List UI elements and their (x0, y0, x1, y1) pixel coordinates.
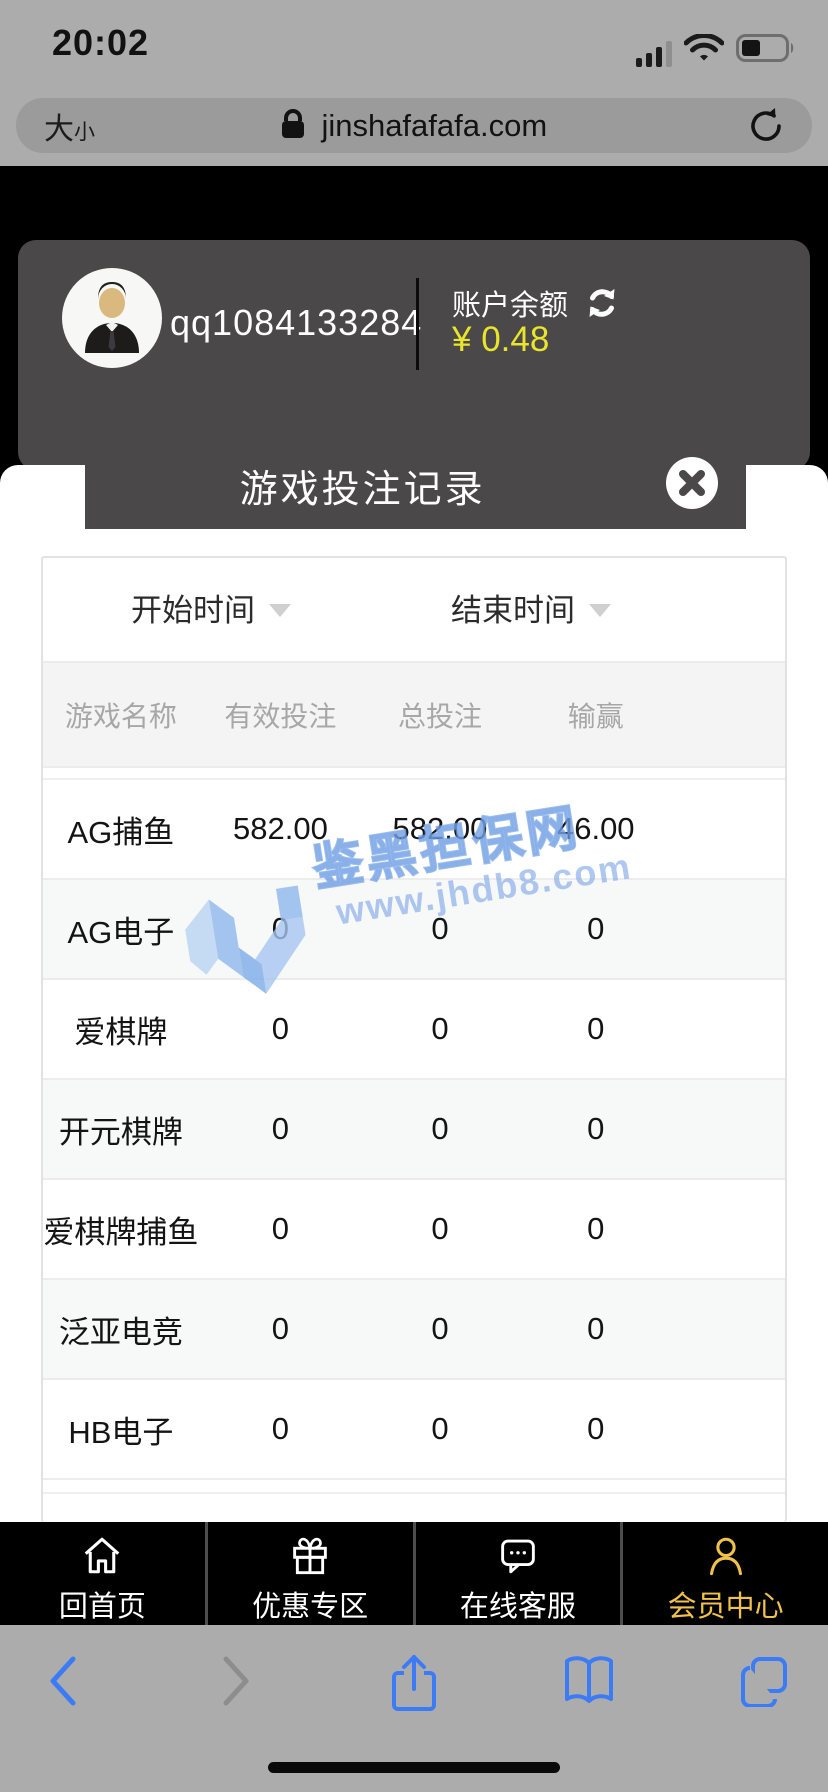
safari-toolbar (0, 1625, 828, 1792)
cell-game-name: 开元棋牌 (58, 1114, 183, 1150)
divider (416, 278, 419, 370)
end-time-filter[interactable]: 结束时间 (451, 558, 611, 663)
home-icon (85, 1537, 120, 1574)
balance-label-row: 账户余额 (452, 282, 620, 324)
chat-icon (501, 1539, 535, 1574)
chevron-down-icon (269, 604, 291, 617)
wifi-icon (683, 33, 725, 67)
cell-game-name: HB电子 (68, 1414, 174, 1450)
cell-winloss: 0 (587, 1311, 605, 1346)
share-button[interactable] (389, 1653, 439, 1720)
table-row[interactable]: AG电子 0 0 0 (43, 880, 785, 980)
cell-winloss: 0 (587, 911, 605, 946)
cell-winloss: 0 (587, 1411, 605, 1446)
address-field[interactable]: jinshafafafa.com (16, 108, 812, 144)
gift-icon (293, 1537, 327, 1575)
cell-game-name: AG电子 (67, 914, 175, 950)
tabs-button[interactable] (737, 1653, 791, 1712)
lock-icon (281, 108, 304, 138)
balance-label: 账户余额 (452, 290, 569, 322)
nav-item-home[interactable]: 回首页 (0, 1522, 208, 1625)
bookmarks-button[interactable] (561, 1653, 617, 1712)
nav-item-support[interactable]: 在线客服 (416, 1522, 624, 1625)
table-spacer (43, 1480, 785, 1494)
domain-text: jinshafafafa.com (321, 107, 548, 143)
table-row[interactable]: AG捕鱼 582.00 582.00 46.00 (43, 780, 785, 880)
table-row[interactable]: 爱棋牌 0 0 0 (43, 980, 785, 1080)
home-indicator[interactable] (268, 1762, 560, 1773)
status-icons (636, 33, 798, 67)
table-row[interactable]: 爱棋牌捕鱼 0 0 0 (43, 1180, 785, 1280)
cell-valid-bets: 0 (271, 1011, 290, 1046)
filter-row: 开始时间 结束时间 (43, 558, 785, 663)
close-button[interactable] (666, 457, 718, 509)
col-header-winloss: 输赢 (567, 700, 624, 732)
url-bar[interactable]: 大小 jinshafafafa.com (16, 98, 812, 153)
table-spacer (43, 768, 785, 780)
bottom-nav: 回首页 优惠专区 在线客服 会员中心 (0, 1522, 828, 1625)
table-row[interactable]: HB电子 0 0 0 (43, 1380, 785, 1480)
col-header-total-bets: 总投注 (397, 700, 482, 732)
status-time: 20:02 (52, 22, 150, 63)
cell-total-bets: 0 (431, 1011, 449, 1046)
cell-total-bets: 0 (431, 1111, 449, 1146)
username: qq1084133284 (170, 302, 423, 343)
table-row[interactable]: 泛亚电竞 0 0 0 (43, 1280, 785, 1380)
cell-valid-bets: 0 (271, 1311, 290, 1346)
cell-winloss: 0 (587, 1111, 605, 1146)
cell-total-bets: 0 (431, 1411, 449, 1446)
chevron-down-icon (589, 604, 611, 617)
cell-winloss: 46.00 (556, 811, 635, 846)
cellular-signal-icon (636, 41, 672, 67)
cell-game-name: AG捕鱼 (67, 814, 175, 850)
cell-total-bets: 0 (431, 1311, 449, 1346)
table-row[interactable]: 开元棋牌 0 0 0 (43, 1080, 785, 1180)
bet-record-table: 开始时间 结束时间 游戏名称 有效投注 总投注 输赢 AG捕鱼 582.00 5… (41, 556, 787, 1522)
cell-valid-bets: 582.00 (233, 811, 328, 846)
cell-game-name: 爱棋牌捕鱼 (43, 1214, 199, 1250)
reader-font-size-button[interactable]: 大小 (44, 112, 95, 146)
forward-button[interactable] (220, 1653, 254, 1714)
cell-valid-bets: 0 (271, 1211, 290, 1246)
back-button[interactable] (45, 1653, 79, 1714)
cell-winloss: 0 (587, 1211, 605, 1246)
table-header: 游戏名称 有效投注 总投注 输赢 (43, 663, 785, 768)
cell-valid-bets: 0 (271, 1111, 290, 1146)
person-icon (709, 1537, 742, 1576)
modal-title-bar: 游戏投注记录 (85, 400, 746, 529)
bet-record-modal: 开始时间 结束时间 游戏名称 有效投注 总投注 输赢 AG捕鱼 582.00 5… (0, 465, 828, 1522)
cell-valid-bets: 0 (271, 1411, 290, 1446)
battery-icon (736, 34, 798, 67)
nav-item-promotions[interactable]: 优惠专区 (208, 1522, 416, 1625)
balance-value: ¥ 0.48 (452, 320, 550, 359)
start-time-filter[interactable]: 开始时间 (131, 558, 291, 663)
cell-total-bets: 0 (431, 911, 449, 946)
cell-game-name: 爱棋牌 (74, 1014, 168, 1050)
reload-button[interactable] (746, 106, 786, 151)
browser-top-chrome: 20:02 大小 (0, 0, 828, 166)
cell-total-bets: 0 (431, 1211, 449, 1246)
cell-valid-bets: 0 (271, 911, 290, 946)
cell-winloss: 0 (587, 1011, 605, 1046)
nav-item-member-center[interactable]: 会员中心 (623, 1522, 828, 1625)
table-body: AG捕鱼 582.00 582.00 46.00 AG电子 0 0 0 爱棋牌 … (43, 780, 785, 1494)
cell-game-name: 泛亚电竞 (58, 1314, 183, 1350)
cell-total-bets: 582.00 (392, 811, 488, 846)
avatar[interactable] (62, 268, 162, 368)
col-header-valid-bets: 有效投注 (224, 700, 337, 732)
refresh-balance-icon[interactable] (584, 285, 620, 321)
close-icon (679, 470, 705, 496)
col-header-game: 游戏名称 (64, 700, 177, 732)
modal-title: 游戏投注记录 (239, 469, 486, 511)
